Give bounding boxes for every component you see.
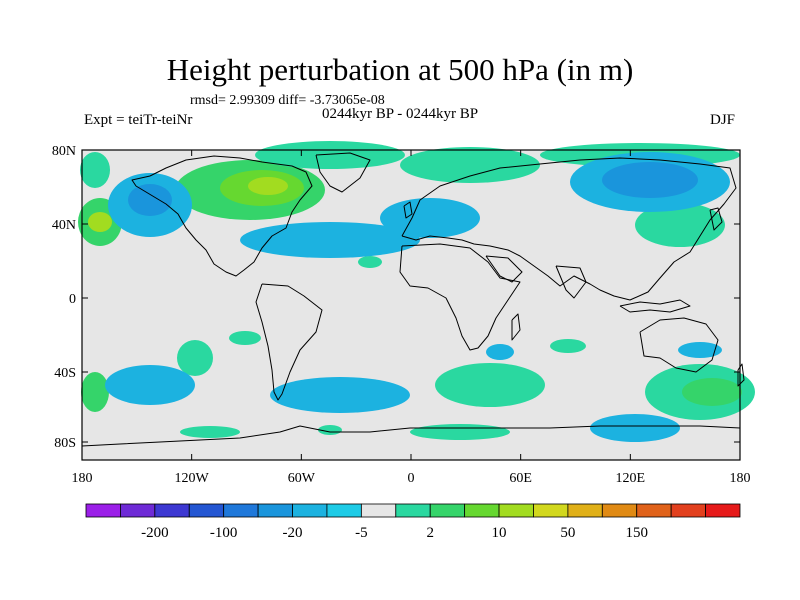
colorbar-swatch <box>464 503 500 518</box>
anomaly-positive-n-pacific <box>635 203 725 247</box>
anomaly-positive-s-pacific <box>229 331 261 345</box>
latitude-axis: 80N 40N 0 40S 80S <box>52 144 740 451</box>
colorbar-swatch <box>567 503 603 518</box>
stats-text: rmsd= 2.99309 diff= -3.73065e-08 <box>190 93 385 108</box>
anomaly-positive-s-indian-ocean <box>435 363 545 407</box>
colorbar-swatch <box>154 503 190 518</box>
coast-greenland <box>315 152 371 193</box>
period-text: 0244kyr BP - 0244kyr BP <box>322 106 479 122</box>
anomaly-positive-antarctic-2 <box>410 424 510 440</box>
colorbar: -200 -100 -20 -5 2 10 50 150 <box>85 503 741 541</box>
colorbar-swatch <box>498 503 534 518</box>
coast-new-zealand <box>737 363 745 387</box>
anomaly-negative-ne-pacific-core <box>128 184 172 216</box>
lon-label: 120E <box>616 471 646 486</box>
anomaly-positive-arctic-europe <box>400 147 540 183</box>
coast-africa <box>399 243 521 351</box>
anomaly-positive-s-pacific-2 <box>177 340 213 376</box>
anomaly-contours <box>78 141 755 442</box>
colorbar-label: 2 <box>426 525 434 541</box>
coast-madagascar <box>511 313 521 341</box>
coast-australia <box>639 317 719 373</box>
anomaly-negative-europe <box>380 198 480 238</box>
colorbar-swatch <box>533 503 569 518</box>
anomaly-positive-atlantic <box>358 256 382 268</box>
lon-label: 60W <box>288 471 316 486</box>
anomaly-negative-s-pacific <box>105 365 195 405</box>
colorbar-swatch <box>636 503 672 518</box>
season-label: DJF <box>710 112 736 128</box>
coast-south-america <box>255 283 323 401</box>
anomaly-negative-s-atlantic <box>270 377 410 413</box>
colorbar-label: 10 <box>492 525 507 541</box>
colorbar-swatch <box>429 503 466 518</box>
coast-eurasia <box>401 157 737 301</box>
anomaly-positive-pacific-west-core <box>88 212 112 232</box>
anomaly-negative-s-africa <box>486 344 514 360</box>
anomaly-negative-n-atlantic <box>240 222 420 258</box>
lon-label: 60E <box>509 471 532 486</box>
lon-label: 0 <box>408 471 415 486</box>
plot-title: Height perturbation at 500 hPa (in m) <box>166 52 634 87</box>
colorbar-swatch <box>705 503 741 518</box>
anomaly-negative-siberia-core <box>602 162 698 198</box>
anomaly-negative-australia <box>678 342 722 358</box>
colorbar-swatch <box>601 503 638 518</box>
colorbar-swatch <box>395 503 431 518</box>
longitude-axis: 180 120W 60W 0 60E 120E 180 <box>72 150 751 486</box>
anomaly-negative-southern-ocean <box>590 414 680 442</box>
anomaly-positive-n-america-peak <box>248 177 288 195</box>
anomaly-positive-s-pacific-east-core <box>682 378 742 406</box>
colorbar-swatch <box>326 503 362 518</box>
lat-label: 0 <box>69 292 76 307</box>
colorbar-swatch <box>360 503 397 518</box>
colorbar-label: -20 <box>283 525 303 541</box>
anomaly-positive-bering <box>80 152 110 188</box>
colorbar-label: 150 <box>625 525 648 541</box>
coast-arabia <box>485 255 523 283</box>
colorbar-swatch <box>670 503 706 518</box>
colorbar-label: -5 <box>355 525 368 541</box>
colorbar-swatch <box>188 503 225 518</box>
lon-label: 120W <box>175 471 210 486</box>
lat-label: 80N <box>52 144 76 159</box>
lat-label: 40S <box>54 366 76 381</box>
colorbar-swatch <box>85 503 121 518</box>
coast-india <box>555 265 587 299</box>
lon-label: 180 <box>72 471 93 486</box>
coast-japan <box>709 207 723 231</box>
colorbar-swatch <box>257 503 293 518</box>
coastlines <box>81 152 745 447</box>
lat-label: 80S <box>54 436 76 451</box>
coast-antarctica <box>81 425 741 447</box>
colorbar-swatch <box>292 503 328 518</box>
colorbar-swatch <box>120 503 156 518</box>
anomaly-positive-indian-ocean <box>550 339 586 353</box>
colorbar-swatch <box>223 503 259 518</box>
lon-label: 180 <box>730 471 751 486</box>
anomaly-positive-arctic-canada <box>255 141 405 169</box>
coast-north-america <box>131 155 313 277</box>
colorbar-label: -100 <box>210 525 238 541</box>
map-panel <box>78 141 755 461</box>
experiment-label: Expt = teiTr-teiNr <box>84 112 193 128</box>
anomaly-positive-antarctic-1 <box>180 426 240 438</box>
colorbar-label: -200 <box>141 525 169 541</box>
colorbar-label: 50 <box>560 525 575 541</box>
lat-label: 40N <box>52 218 76 233</box>
coast-uk <box>403 201 413 219</box>
coast-indonesia <box>619 299 691 313</box>
anomaly-positive-s-pacific-west <box>81 372 109 412</box>
